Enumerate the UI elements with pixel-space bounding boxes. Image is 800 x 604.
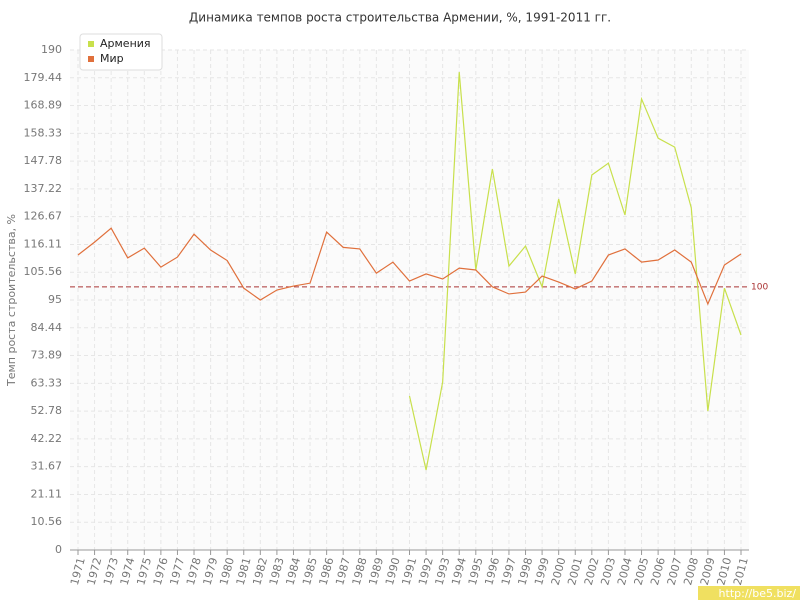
y-tick-label: 179.44 <box>24 71 63 84</box>
y-tick-label: 52.78 <box>31 404 63 417</box>
reference-label: 100 <box>751 282 768 292</box>
legend-swatch <box>88 56 94 62</box>
y-tick-label: 0 <box>55 543 62 556</box>
y-tick-label: 73.89 <box>31 349 63 362</box>
legend-swatch <box>88 41 94 47</box>
y-tick-label: 63.33 <box>31 376 63 389</box>
y-tick-label: 105.56 <box>24 265 63 278</box>
y-tick-label: 10.56 <box>31 515 63 528</box>
legend-box <box>79 33 163 71</box>
y-tick-label: 190 <box>41 43 62 56</box>
y-tick-label: 21.11 <box>31 487 63 500</box>
watermark-bg <box>698 586 800 600</box>
y-tick-label: 116.11 <box>24 237 63 250</box>
series-line <box>77 227 742 306</box>
y-tick-label: 147.78 <box>24 154 63 167</box>
y-tick-label: 31.67 <box>31 460 63 473</box>
chart-title: Динамика темпов роста строительства Арме… <box>189 11 611 25</box>
y-tick-label: 84.44 <box>31 321 63 334</box>
legend-label: Мир <box>100 52 124 65</box>
legend-label: Армения <box>100 37 151 50</box>
watermark: http://be5.biz/ <box>719 587 797 600</box>
y-tick-label: 137.22 <box>24 182 63 195</box>
y-axis-label: Темп роста строительства, % <box>5 214 18 387</box>
y-tick-label: 158.33 <box>24 126 63 139</box>
y-tick-label: 42.22 <box>31 432 63 445</box>
x-tick-label: 2011 <box>731 556 751 586</box>
y-tick-label: 95 <box>48 293 62 306</box>
y-tick-label: 168.89 <box>24 99 63 112</box>
y-tick-label: 126.67 <box>24 210 63 223</box>
series-line <box>408 72 742 471</box>
legend: Армения Мир <box>79 33 163 71</box>
